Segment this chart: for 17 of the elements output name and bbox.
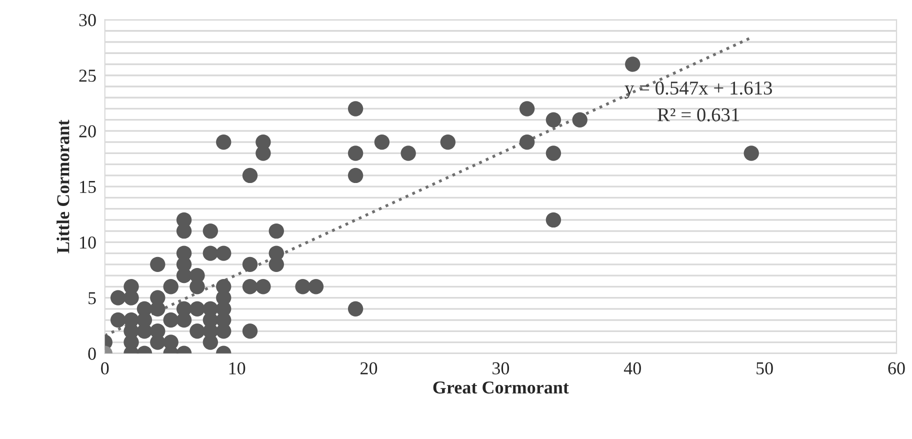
x-tick-label: 0 <box>101 362 109 374</box>
x-tick-label: 50 <box>756 362 773 374</box>
y-tick-label: 10 <box>80 236 96 249</box>
x-axis-title: Great Cormorant <box>433 381 569 394</box>
annotation: R² = 0.631 <box>658 108 740 122</box>
x-tick-label: 30 <box>492 362 510 374</box>
x-tick-label: 60 <box>888 362 905 374</box>
y-tick-label: 25 <box>79 70 96 82</box>
y-tick-label: 20 <box>79 125 96 138</box>
y-tick-label: 15 <box>80 180 96 194</box>
x-tick-label: 40 <box>624 362 641 374</box>
y-tick-label: 5 <box>88 292 96 304</box>
x-tick-label: 20 <box>360 362 378 374</box>
y-tick-label: 0 <box>88 348 96 360</box>
x-tick-label: 10 <box>229 362 246 374</box>
y-axis-title: Little Cormorant <box>56 120 70 254</box>
y-tick-label: 30 <box>79 14 96 26</box>
